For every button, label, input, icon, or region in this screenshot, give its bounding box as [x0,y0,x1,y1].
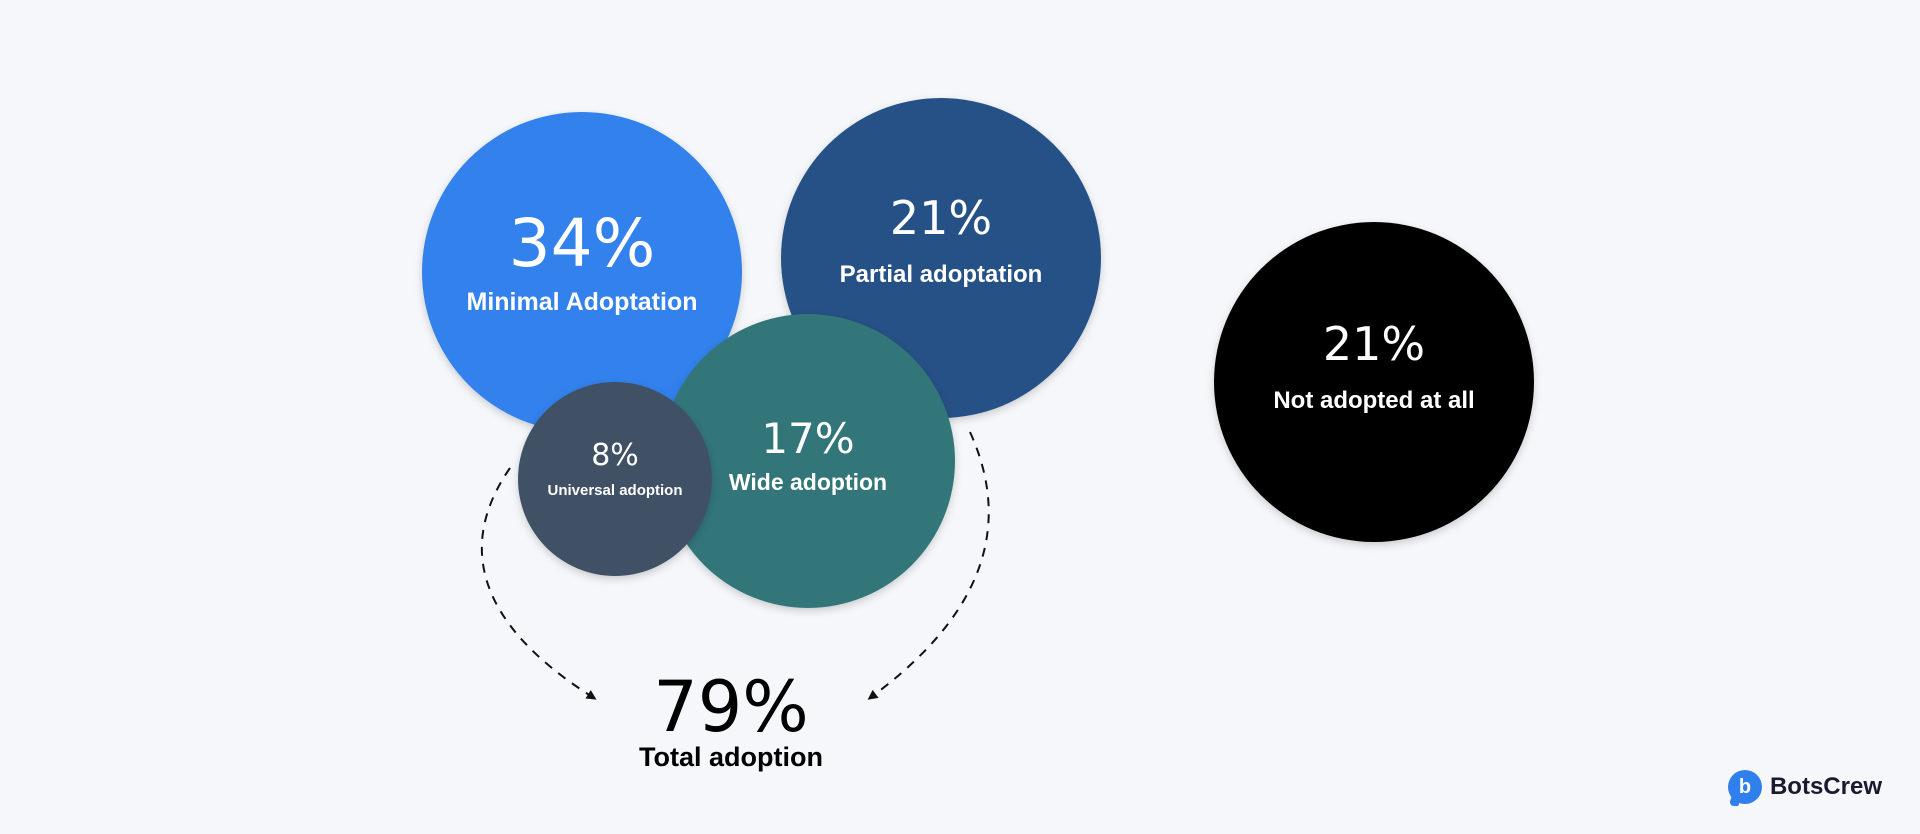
bubble-circle [1214,222,1534,542]
bubble-label: Not adopted at all [1273,387,1474,414]
bubble-label: Wide adoption [729,469,887,495]
bubble-2: 17% Wide adoption [661,314,955,608]
bubble-4: 21% Not adopted at all [1214,222,1534,542]
bubble-value: 8% [591,438,639,473]
bubble-label: Partial adoptation [840,261,1043,288]
total-label: Total adoption [639,742,823,772]
brand-name: BotsCrew [1769,773,1882,800]
bubble-circle [661,314,955,608]
bubble-value: 17% [761,414,854,463]
bubble-label: Minimal Adoptation [467,288,698,316]
bubble-value: 21% [890,191,992,245]
bubble-circle [518,382,712,576]
left-dashed-arrow [481,467,597,700]
total-value: 79% [653,666,809,748]
bubble-value: 21% [1323,317,1425,371]
right-dashed-arrow [867,431,990,700]
bubble-value: 34% [509,205,656,282]
brand-logo: b BotsCrew [1727,770,1882,804]
bubble-circle [422,112,742,432]
bubble-0: 34% Minimal Adoptation [422,112,742,432]
bubble-label: Universal adoption [547,482,682,499]
botscrew-logo-icon: b [1727,770,1762,804]
bubble-3: 8% Universal adoption [518,382,712,576]
